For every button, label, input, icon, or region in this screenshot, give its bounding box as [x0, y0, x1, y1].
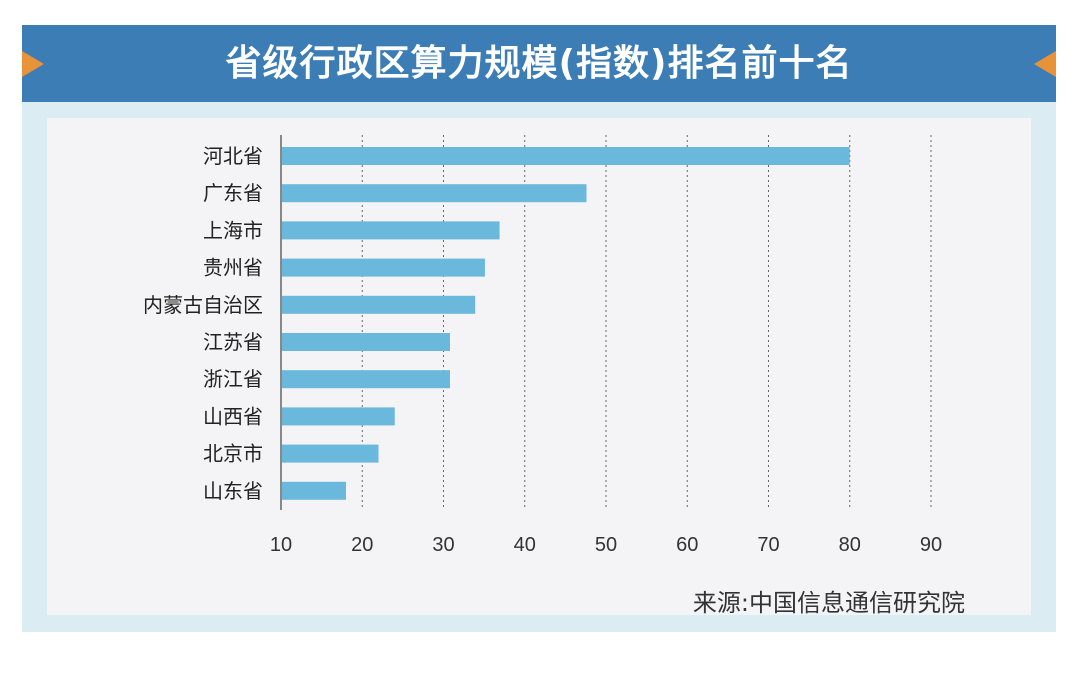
bar: [281, 221, 500, 240]
bar: [281, 407, 395, 426]
bar: [281, 370, 450, 389]
left-triangle-decoration: [22, 51, 44, 77]
category-label: 浙江省: [203, 367, 263, 391]
category-label: 北京市: [203, 442, 263, 466]
bar: [281, 444, 379, 463]
bar: [281, 147, 850, 165]
x-tick-label: 60: [676, 534, 698, 556]
x-tick-label: 10: [270, 534, 292, 556]
category-label: 内蒙古自治区: [143, 293, 263, 317]
category-label: 上海市: [203, 218, 263, 242]
category-label: 广东省: [203, 181, 263, 205]
x-tick-label: 30: [432, 534, 454, 556]
bar: [281, 258, 485, 277]
bar: [281, 333, 450, 351]
category-label: 贵州省: [203, 256, 263, 280]
right-triangle-decoration: [1034, 51, 1056, 77]
source-note: 来源:中国信息通信研究院: [692, 589, 965, 617]
x-tick-label: 80: [839, 534, 861, 556]
category-label: 河北省: [203, 144, 263, 168]
bar: [281, 481, 346, 500]
x-tick-label: 90: [920, 534, 942, 556]
x-tick-label: 20: [351, 534, 373, 556]
bar: [281, 295, 476, 314]
category-label: 山东省: [203, 479, 263, 503]
chart-title: 省级行政区算力规模(指数)排名前十名: [225, 43, 853, 84]
title-banner: 省级行政区算力规模(指数)排名前十名: [22, 25, 1056, 102]
bar-chart: 10 20 30 40 50 60 70 80 90 河北省广东省上海市贵州省内蒙古自治区江苏省浙…: [143, 135, 942, 556]
x-tick-label: 70: [757, 534, 779, 556]
category-label: 江苏省: [203, 330, 263, 354]
chart-panel: 10 20 30 40 50 60 70 80 90 河北省广东省上海市贵州省内蒙古自治区江苏省浙…: [47, 118, 1031, 617]
x-tick-label: 40: [514, 534, 536, 556]
bar: [281, 184, 587, 203]
category-label: 山西省: [203, 404, 263, 428]
x-tick-label: 50: [595, 534, 617, 556]
